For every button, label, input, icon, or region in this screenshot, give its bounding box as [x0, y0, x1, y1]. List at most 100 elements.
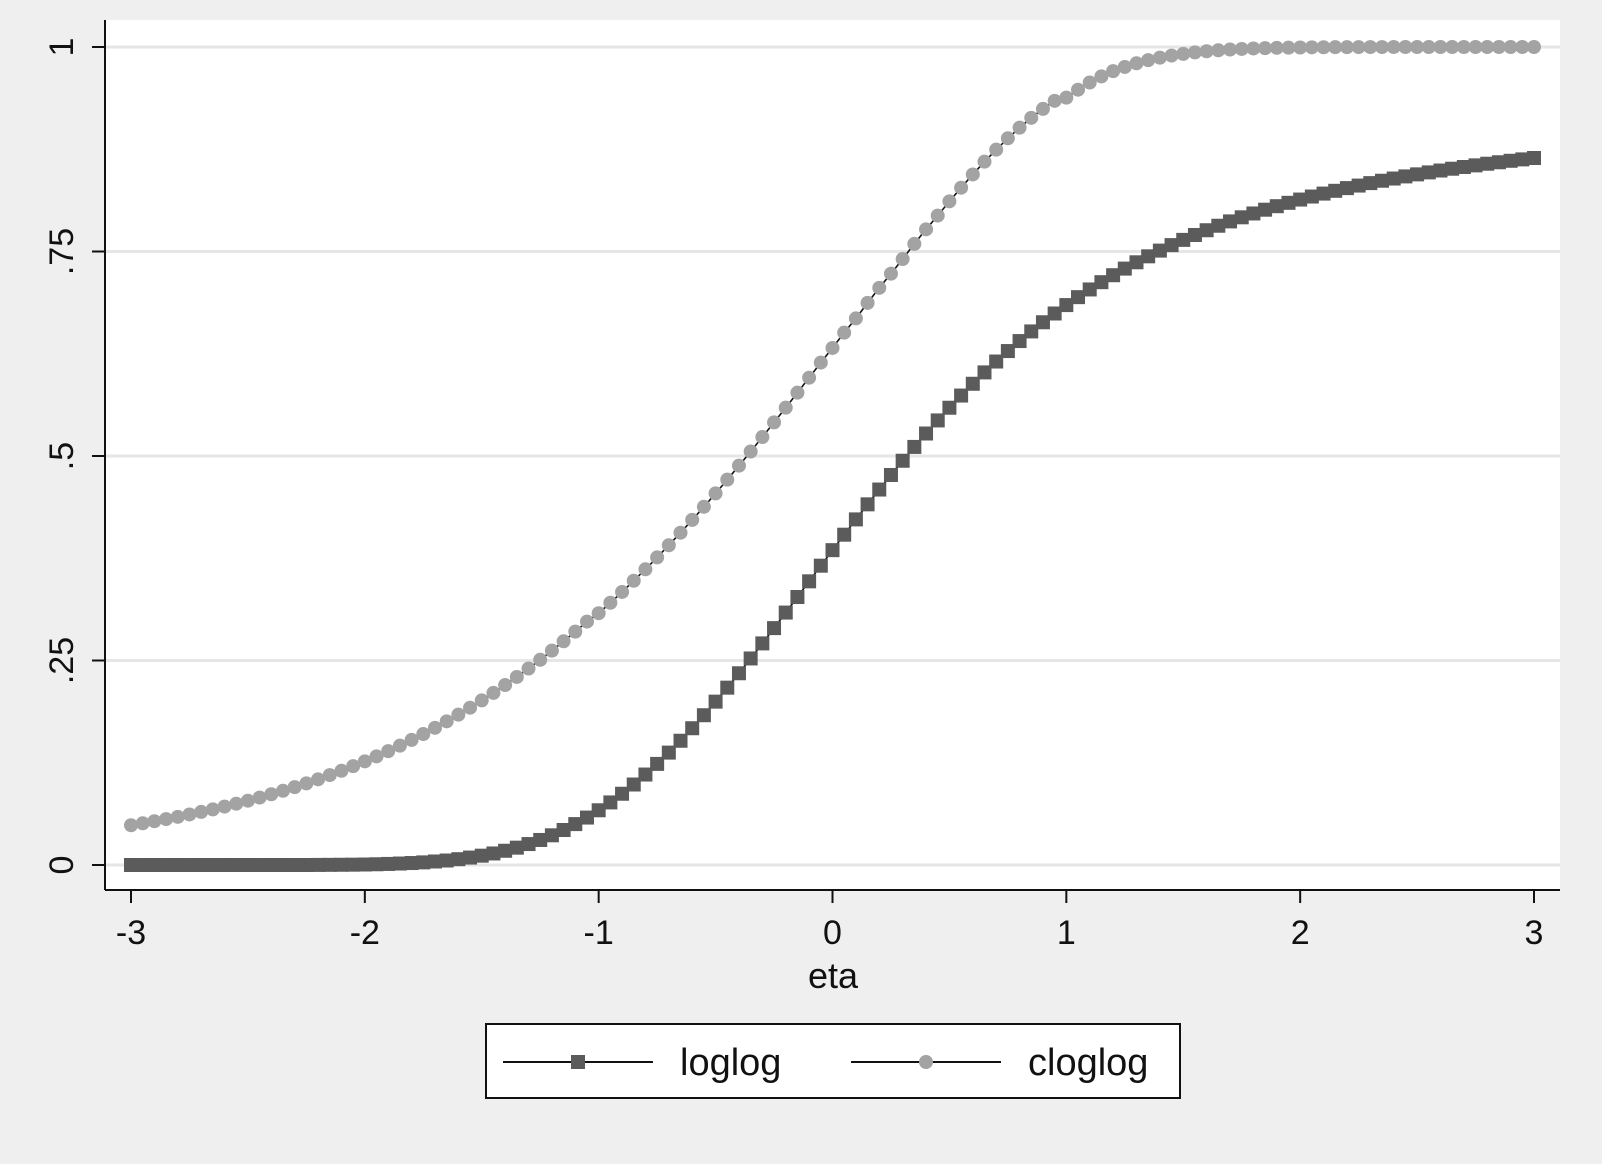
- x-axis: -3 -2 -1 0 1 2 3: [116, 890, 1544, 952]
- point-cloglog-9: [229, 796, 244, 811]
- point-cloglog-102: [1316, 40, 1331, 55]
- point-loglog-1: [135, 858, 150, 872]
- x-tick-label-6: 3: [1525, 914, 1544, 952]
- legend-label-cloglog: cloglog: [1028, 1042, 1148, 1084]
- point-cloglog-97: [1258, 41, 1273, 56]
- point-cloglog-89: [1164, 48, 1179, 63]
- point-cloglog-65: [883, 266, 898, 281]
- point-cloglog-111: [1421, 40, 1436, 54]
- series-loglog: [124, 151, 1541, 872]
- point-loglog-76: [1012, 334, 1027, 349]
- point-loglog-31: [486, 846, 501, 861]
- point-loglog-117: [1491, 155, 1506, 170]
- point-cloglog-64: [872, 280, 887, 295]
- point-cloglog-81: [1071, 82, 1086, 97]
- point-loglog-12: [264, 858, 279, 872]
- point-cloglog-29: [463, 700, 478, 715]
- point-cloglog-43: [626, 573, 641, 588]
- point-loglog-35: [533, 832, 548, 847]
- point-cloglog-40: [591, 606, 606, 621]
- point-loglog-71: [954, 388, 969, 403]
- point-cloglog-108: [1386, 40, 1401, 54]
- point-cloglog-105: [1351, 40, 1366, 55]
- point-loglog-22: [381, 856, 396, 871]
- point-cloglog-116: [1480, 40, 1495, 54]
- point-loglog-92: [1199, 223, 1214, 238]
- point-loglog-32: [498, 843, 513, 858]
- point-loglog-83: [1094, 275, 1109, 290]
- point-loglog-30: [474, 848, 489, 863]
- point-cloglog-27: [439, 714, 454, 729]
- point-loglog-85: [1117, 261, 1132, 276]
- x-tick-label-4: 1: [1057, 914, 1076, 952]
- point-loglog-36: [544, 828, 559, 843]
- point-cloglog-30: [474, 693, 489, 708]
- point-loglog-18: [334, 857, 349, 872]
- point-cloglog-56: [778, 400, 793, 415]
- point-loglog-61: [837, 527, 852, 542]
- point-loglog-41: [603, 795, 618, 810]
- point-loglog-69: [930, 413, 945, 428]
- point-cloglog-82: [1082, 75, 1097, 90]
- point-cloglog-52: [731, 458, 746, 473]
- point-cloglog-39: [579, 614, 594, 629]
- point-cloglog-22: [381, 744, 396, 759]
- point-cloglog-100: [1293, 40, 1308, 55]
- point-loglog-104: [1339, 181, 1354, 196]
- point-cloglog-17: [322, 768, 337, 783]
- point-loglog-2: [147, 858, 162, 872]
- point-loglog-38: [568, 817, 583, 832]
- point-cloglog-25: [416, 727, 431, 742]
- point-loglog-87: [1141, 249, 1156, 264]
- point-loglog-68: [919, 426, 934, 441]
- point-cloglog-38: [568, 624, 583, 639]
- point-loglog-99: [1281, 195, 1296, 210]
- point-cloglog-11: [252, 790, 267, 805]
- point-cloglog-77: [1024, 110, 1039, 125]
- point-cloglog-115: [1468, 40, 1483, 54]
- point-loglog-107: [1375, 173, 1390, 188]
- point-loglog-65: [883, 467, 898, 482]
- point-cloglog-61: [837, 325, 852, 340]
- point-loglog-70: [942, 400, 957, 415]
- point-loglog-114: [1456, 160, 1471, 175]
- point-cloglog-99: [1281, 40, 1296, 55]
- point-cloglog-95: [1234, 41, 1249, 56]
- point-loglog-110: [1410, 167, 1425, 182]
- point-cloglog-96: [1246, 41, 1261, 56]
- point-loglog-54: [755, 636, 770, 651]
- point-loglog-4: [170, 858, 185, 872]
- point-cloglog-19: [346, 759, 361, 774]
- point-cloglog-49: [696, 499, 711, 514]
- point-cloglog-7: [205, 802, 220, 817]
- point-loglog-53: [743, 651, 758, 666]
- point-cloglog-92: [1199, 44, 1214, 59]
- point-loglog-63: [860, 497, 875, 512]
- point-cloglog-42: [615, 584, 630, 599]
- point-loglog-84: [1106, 268, 1121, 283]
- point-loglog-106: [1363, 176, 1378, 191]
- point-loglog-24: [404, 856, 419, 871]
- point-loglog-97: [1258, 202, 1273, 217]
- legend-label-loglog: loglog: [680, 1042, 781, 1084]
- point-loglog-111: [1421, 165, 1436, 180]
- point-loglog-72: [965, 376, 980, 391]
- point-loglog-9: [229, 858, 244, 872]
- point-cloglog-50: [708, 486, 723, 501]
- point-cloglog-74: [989, 142, 1004, 157]
- x-tick-label-5: 2: [1291, 914, 1310, 952]
- point-cloglog-62: [848, 311, 863, 326]
- point-loglog-78: [1035, 315, 1050, 330]
- point-loglog-67: [907, 439, 922, 454]
- point-cloglog-120: [1527, 40, 1541, 54]
- point-cloglog-51: [720, 472, 735, 487]
- legend-marker-loglog: [571, 1055, 585, 1069]
- point-cloglog-10: [240, 793, 255, 808]
- point-cloglog-79: [1047, 93, 1062, 108]
- point-cloglog-67: [907, 236, 922, 251]
- point-loglog-89: [1164, 238, 1179, 253]
- point-cloglog-68: [919, 222, 934, 237]
- point-cloglog-6: [194, 804, 209, 819]
- point-cloglog-104: [1339, 40, 1354, 55]
